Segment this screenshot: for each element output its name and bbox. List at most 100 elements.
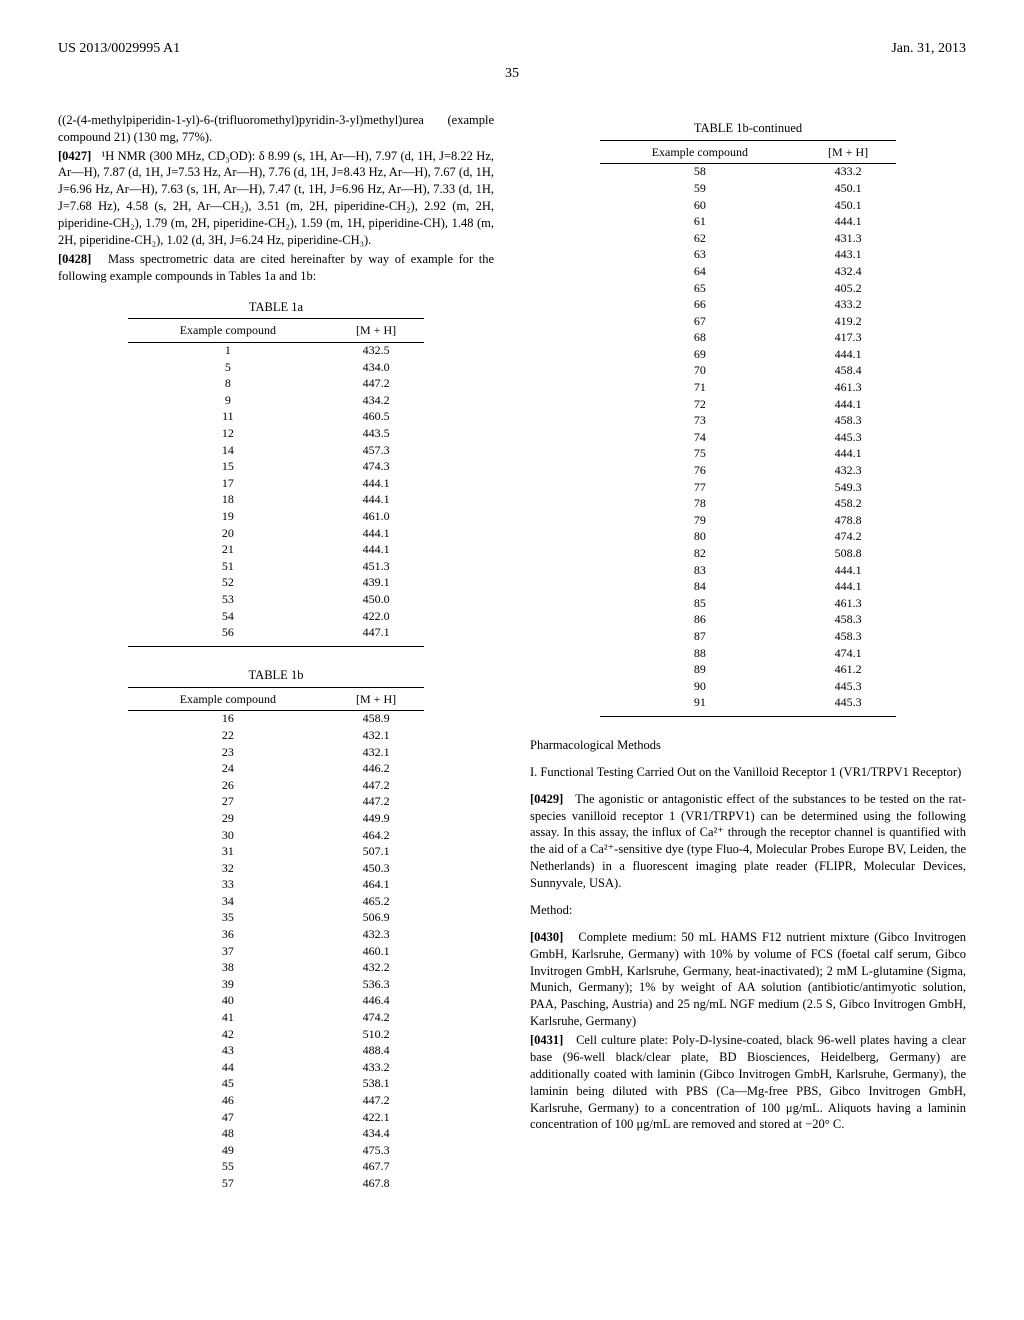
cell-compound: 88 <box>600 645 800 662</box>
table-row: 48434.4 <box>128 1126 424 1143</box>
cell-mh: 422.0 <box>328 608 424 625</box>
cell-mh: 508.8 <box>800 546 896 563</box>
cell-compound: 68 <box>600 330 800 347</box>
cell-compound: 67 <box>600 313 800 330</box>
table-row: 19461.0 <box>128 509 424 526</box>
cell-mh: 474.2 <box>328 1010 424 1027</box>
cell-mh: 461.3 <box>800 595 896 612</box>
table-row: 16458.9 <box>128 710 424 727</box>
cell-mh: 444.1 <box>800 346 896 363</box>
table-row: 23432.1 <box>128 744 424 761</box>
table-row: 76432.3 <box>600 463 896 480</box>
para-0427-text: ¹H NMR (300 MHz, CD₃OD): δ 8.99 (s, 1H, … <box>58 149 494 247</box>
table-1a-title: TABLE 1a <box>58 299 494 316</box>
cell-compound: 72 <box>600 396 800 413</box>
cell-mh: 434.4 <box>328 1126 424 1143</box>
table-row: 79478.8 <box>600 512 896 529</box>
cell-compound: 16 <box>128 710 328 727</box>
para-num-0428: [0428] <box>58 252 91 266</box>
cell-mh: 457.3 <box>328 442 424 459</box>
table-row: 35506.9 <box>128 910 424 927</box>
cell-mh: 447.2 <box>328 777 424 794</box>
table-row: 9434.2 <box>128 392 424 409</box>
cell-compound: 41 <box>128 1010 328 1027</box>
table-row: 11460.5 <box>128 409 424 426</box>
table-1b-wrap: TABLE 1b Example compound [M + H] 16458.… <box>58 667 494 1197</box>
cell-compound: 1 <box>128 342 328 359</box>
table-1b-header-mh: [M + H] <box>328 687 424 710</box>
para-num-0431: [0431] <box>530 1033 563 1047</box>
two-column-layout: ((2-(4-methylpiperidin-1-yl)-6-(trifluor… <box>58 112 966 1217</box>
table-1b-cont-header-mh: [M + H] <box>800 140 896 163</box>
table-row: 37460.1 <box>128 943 424 960</box>
cell-compound: 58 <box>600 163 800 180</box>
cell-mh: 458.3 <box>800 413 896 430</box>
table-row: 56447.1 <box>128 625 424 646</box>
cell-compound: 24 <box>128 761 328 778</box>
cell-compound: 86 <box>600 612 800 629</box>
cell-compound: 82 <box>600 546 800 563</box>
cell-compound: 40 <box>128 993 328 1010</box>
table-1a-wrap: TABLE 1a Example compound [M + H] 1432.5… <box>58 299 494 647</box>
cell-mh: 444.1 <box>800 562 896 579</box>
cell-compound: 12 <box>128 426 328 443</box>
cell-compound: 54 <box>128 608 328 625</box>
cell-mh: 450.1 <box>800 197 896 214</box>
table-row: 82508.8 <box>600 546 896 563</box>
cell-mh: 433.2 <box>328 1059 424 1076</box>
cell-mh: 467.7 <box>328 1159 424 1176</box>
table-1b-cont-wrap: TABLE 1b-continued Example compound [M +… <box>530 120 966 717</box>
table-row: 5434.0 <box>128 359 424 376</box>
cell-mh: 450.0 <box>328 592 424 609</box>
table-row: 69444.1 <box>600 346 896 363</box>
cell-mh: 432.5 <box>328 342 424 359</box>
table-row: 21444.1 <box>128 542 424 559</box>
right-column: TABLE 1b-continued Example compound [M +… <box>530 112 966 1217</box>
cell-compound: 79 <box>600 512 800 529</box>
cell-compound: 26 <box>128 777 328 794</box>
cell-mh: 417.3 <box>800 330 896 347</box>
table-row: 75444.1 <box>600 446 896 463</box>
para-0428-text: Mass spectrometric data are cited herein… <box>58 252 494 283</box>
cell-mh: 474.2 <box>800 529 896 546</box>
table-row: 43488.4 <box>128 1043 424 1060</box>
table-row: 44433.2 <box>128 1059 424 1076</box>
cell-mh: 449.9 <box>328 810 424 827</box>
table-1b-cont-header-compound: Example compound <box>600 140 800 163</box>
table-row: 58433.2 <box>600 163 896 180</box>
cell-mh: 549.3 <box>800 479 896 496</box>
cell-compound: 19 <box>128 509 328 526</box>
cell-mh: 433.2 <box>800 163 896 180</box>
table-row: 29449.9 <box>128 810 424 827</box>
cell-mh: 461.0 <box>328 509 424 526</box>
cell-compound: 38 <box>128 960 328 977</box>
table-row: 70458.4 <box>600 363 896 380</box>
cell-compound: 87 <box>600 628 800 645</box>
table-row: 59450.1 <box>600 180 896 197</box>
table-1a-header-mh: [M + H] <box>328 319 424 342</box>
cell-mh: 432.4 <box>800 263 896 280</box>
cell-mh: 447.1 <box>328 625 424 646</box>
cell-compound: 55 <box>128 1159 328 1176</box>
cell-compound: 22 <box>128 727 328 744</box>
cell-mh: 488.4 <box>328 1043 424 1060</box>
cell-compound: 74 <box>600 429 800 446</box>
table-row: 32450.3 <box>128 860 424 877</box>
table-row: 15474.3 <box>128 459 424 476</box>
cell-mh: 451.3 <box>328 558 424 575</box>
table-row: 24446.2 <box>128 761 424 778</box>
cell-compound: 84 <box>600 579 800 596</box>
cell-compound: 89 <box>600 662 800 679</box>
cell-mh: 458.4 <box>800 363 896 380</box>
table-row: 53450.0 <box>128 592 424 609</box>
compound-title: ((2-(4-methylpiperidin-1-yl)-6-(trifluor… <box>58 112 494 146</box>
table-row: 73458.3 <box>600 413 896 430</box>
table-row: 47422.1 <box>128 1109 424 1126</box>
cell-compound: 9 <box>128 392 328 409</box>
cell-mh: 445.3 <box>800 429 896 446</box>
cell-compound: 78 <box>600 496 800 513</box>
cell-compound: 15 <box>128 459 328 476</box>
cell-mh: 447.2 <box>328 376 424 393</box>
table-1b: Example compound [M + H] 16458.922432.12… <box>128 687 424 1197</box>
cell-mh: 405.2 <box>800 280 896 297</box>
